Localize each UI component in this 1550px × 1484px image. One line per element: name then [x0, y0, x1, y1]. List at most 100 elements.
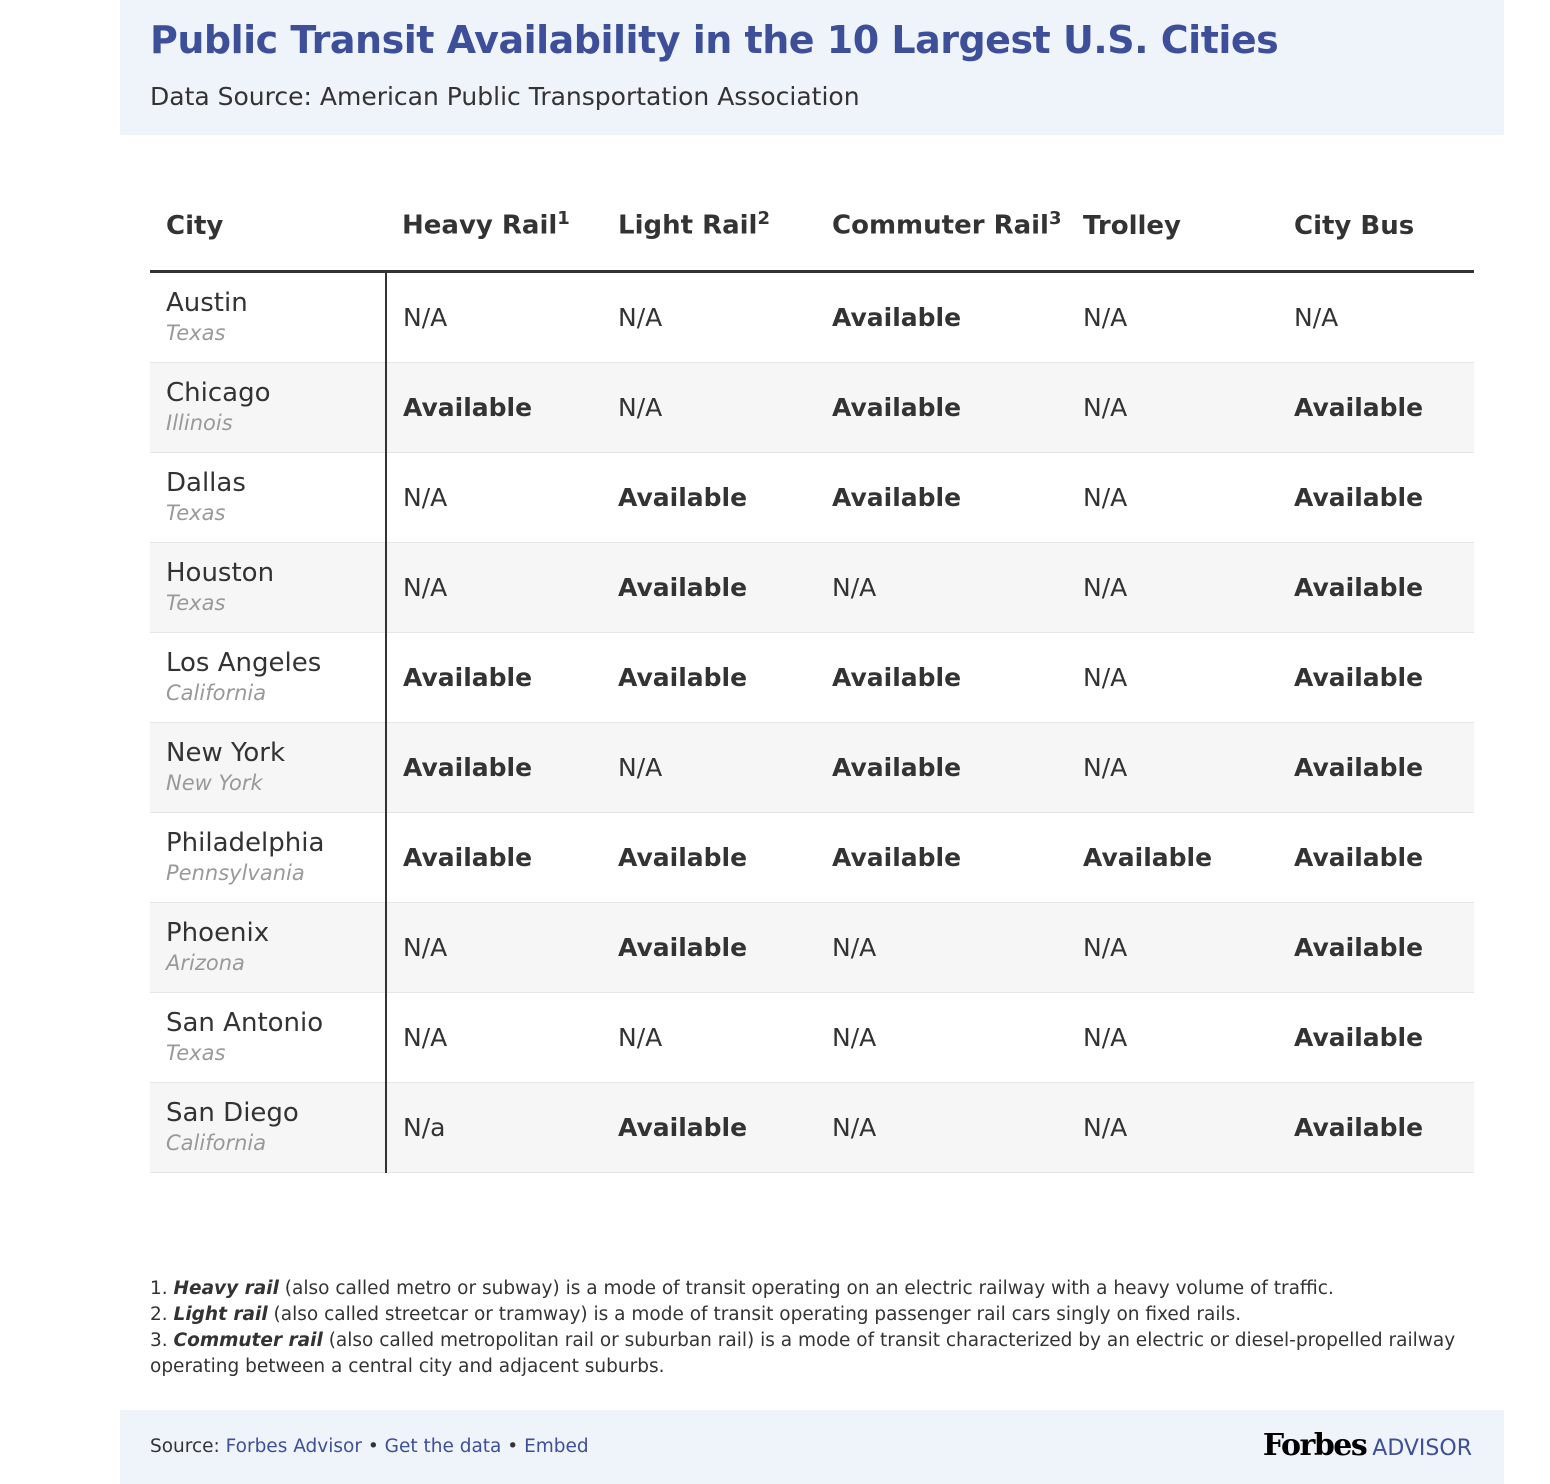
table-header-row: City Heavy Rail1 Light Rail2 Commuter Rail3… — [150, 195, 1474, 273]
availability-cell: N/A — [602, 722, 816, 813]
availability-cell: Available — [602, 1082, 816, 1173]
availability-cell: N/a — [386, 1082, 602, 1173]
state-name: Texas — [166, 1041, 226, 1066]
city-cell: Austin Texas — [150, 271, 387, 363]
availability-cell: Available — [1278, 362, 1474, 453]
state-name: California — [166, 681, 267, 706]
availability-cell: N/A — [1067, 362, 1278, 453]
column-header-label: City Bus — [1294, 210, 1415, 241]
city-name: Austin — [166, 288, 248, 319]
availability-cell: Available — [816, 271, 1067, 363]
separator: • — [501, 1436, 525, 1457]
table-row: Los Angeles California Available Available A… — [150, 632, 1474, 723]
availability-cell: N/A — [1067, 992, 1278, 1083]
column-header-label: City — [166, 210, 224, 241]
source-label: Source: — [150, 1436, 226, 1457]
footnote-number: 1. — [150, 1278, 168, 1299]
availability-cell: Available — [816, 632, 1067, 723]
availability-cell: N/A — [386, 902, 602, 993]
city-name: Houston — [166, 558, 275, 589]
state-name: Texas — [166, 591, 226, 616]
footnote-term: Commuter rail — [173, 1330, 323, 1351]
availability-cell: Available — [1278, 1082, 1474, 1173]
forbes-advisor-logo: Forbes ADVISOR — [1263, 1428, 1472, 1463]
footnote-term: Light rail — [173, 1304, 268, 1325]
footnote-term: Heavy rail — [173, 1278, 279, 1299]
city-cell: Philadelphia Pennsylvania — [150, 812, 387, 903]
logo-sub: ADVISOR — [1372, 1436, 1472, 1461]
separator: • — [361, 1436, 385, 1457]
column-header: Light Rail2 — [602, 195, 816, 273]
availability-cell: Available — [816, 722, 1067, 813]
footnotes: 1. Heavy rail (also called metro or subw… — [150, 1276, 1480, 1380]
state-name: Texas — [166, 321, 226, 346]
get-data-link[interactable]: Get the data — [384, 1436, 502, 1457]
column-header-label: Light Rail — [618, 210, 758, 241]
city-cell: Phoenix Arizona — [150, 902, 387, 993]
availability-cell: Available — [1278, 452, 1474, 543]
city-cell: San Diego California — [150, 1082, 387, 1173]
state-name: Pennsylvania — [166, 861, 305, 886]
embed-link[interactable]: Embed — [524, 1436, 589, 1457]
availability-cell: Available — [816, 812, 1067, 903]
availability-cell: N/A — [1067, 902, 1278, 993]
table-row: Philadelphia Pennsylvania Available Availab… — [150, 812, 1474, 903]
availability-cell: N/A — [1067, 1082, 1278, 1173]
availability-cell: Available — [602, 452, 816, 543]
city-name: San Diego — [166, 1098, 299, 1129]
column-header-label: Trolley — [1083, 210, 1181, 241]
footnote-text: (also called streetcar or tramway) is a … — [267, 1304, 1242, 1325]
state-name: New York — [166, 771, 263, 796]
availability-cell: Available — [816, 362, 1067, 453]
footnote-text: (also called metropolitan rail or suburb… — [150, 1330, 1456, 1377]
source-line: Source: Forbes Advisor • Get the data • … — [150, 1436, 589, 1457]
city-cell: Los Angeles California — [150, 632, 387, 723]
availability-cell: N/A — [1067, 722, 1278, 813]
column-header: City Bus — [1278, 195, 1474, 273]
column-header-label: Heavy Rail — [402, 210, 558, 241]
availability-cell: N/A — [816, 1082, 1067, 1173]
availability-cell: Available — [602, 632, 816, 723]
state-name: Texas — [166, 501, 226, 526]
forbes-advisor-link[interactable]: Forbes Advisor — [225, 1436, 362, 1457]
footnote: 1. Heavy rail (also called metro or subw… — [150, 1276, 1480, 1302]
availability-cell: N/A — [386, 542, 602, 633]
footnote-marker: 1 — [557, 208, 570, 229]
availability-cell: Available — [1278, 812, 1474, 903]
column-header: Commuter Rail3 — [816, 195, 1067, 273]
table-row: New York New York Available N/A Available N/A… — [150, 722, 1474, 813]
availability-cell: Available — [1278, 992, 1474, 1083]
state-name: California — [166, 1131, 267, 1156]
availability-cell: N/A — [1067, 632, 1278, 723]
table-row: Houston Texas N/A Available N/A N/A Available — [150, 542, 1474, 633]
availability-cell: N/A — [1067, 452, 1278, 543]
city-name: New York — [166, 738, 286, 769]
footnote-number: 3. — [150, 1330, 168, 1351]
column-header-label: Commuter Rail — [832, 210, 1049, 241]
footnote-text: (also called metro or subway) is a mode … — [278, 1278, 1334, 1299]
availability-cell: Available — [1067, 812, 1278, 903]
table-row: San Antonio Texas N/A N/A N/A N/A Available — [150, 992, 1474, 1083]
availability-cell: Available — [1278, 542, 1474, 633]
city-name: Chicago — [166, 378, 271, 409]
availability-cell: N/A — [1067, 271, 1278, 363]
footnote: 3. Commuter rail (also called metropolit… — [150, 1328, 1480, 1380]
table-row: San Diego California N/a Available N/A N/A Ava… — [150, 1082, 1474, 1173]
footer: Source: Forbes Advisor • Get the data • … — [120, 1410, 1504, 1484]
table-row: Dallas Texas N/A Available Available N/A Avail… — [150, 452, 1474, 543]
column-header: City — [150, 195, 386, 273]
city-name: Philadelphia — [166, 828, 325, 859]
transit-table: City Heavy Rail1 Light Rail2 Commuter Rail3… — [150, 195, 1474, 1173]
availability-cell: Available — [602, 902, 816, 993]
availability-cell: Available — [1278, 902, 1474, 993]
city-cell: Houston Texas — [150, 542, 387, 633]
column-header: Heavy Rail1 — [386, 195, 602, 273]
page-title: Public Transit Availability in the 10 La… — [150, 18, 1279, 62]
footnote-marker: 2 — [757, 208, 771, 229]
footnote-marker: 3 — [1048, 208, 1062, 229]
state-name: Illinois — [166, 411, 233, 436]
availability-cell: Available — [602, 812, 816, 903]
city-name: Dallas — [166, 468, 246, 499]
availability-cell: Available — [386, 812, 602, 903]
city-name: Phoenix — [166, 918, 270, 949]
